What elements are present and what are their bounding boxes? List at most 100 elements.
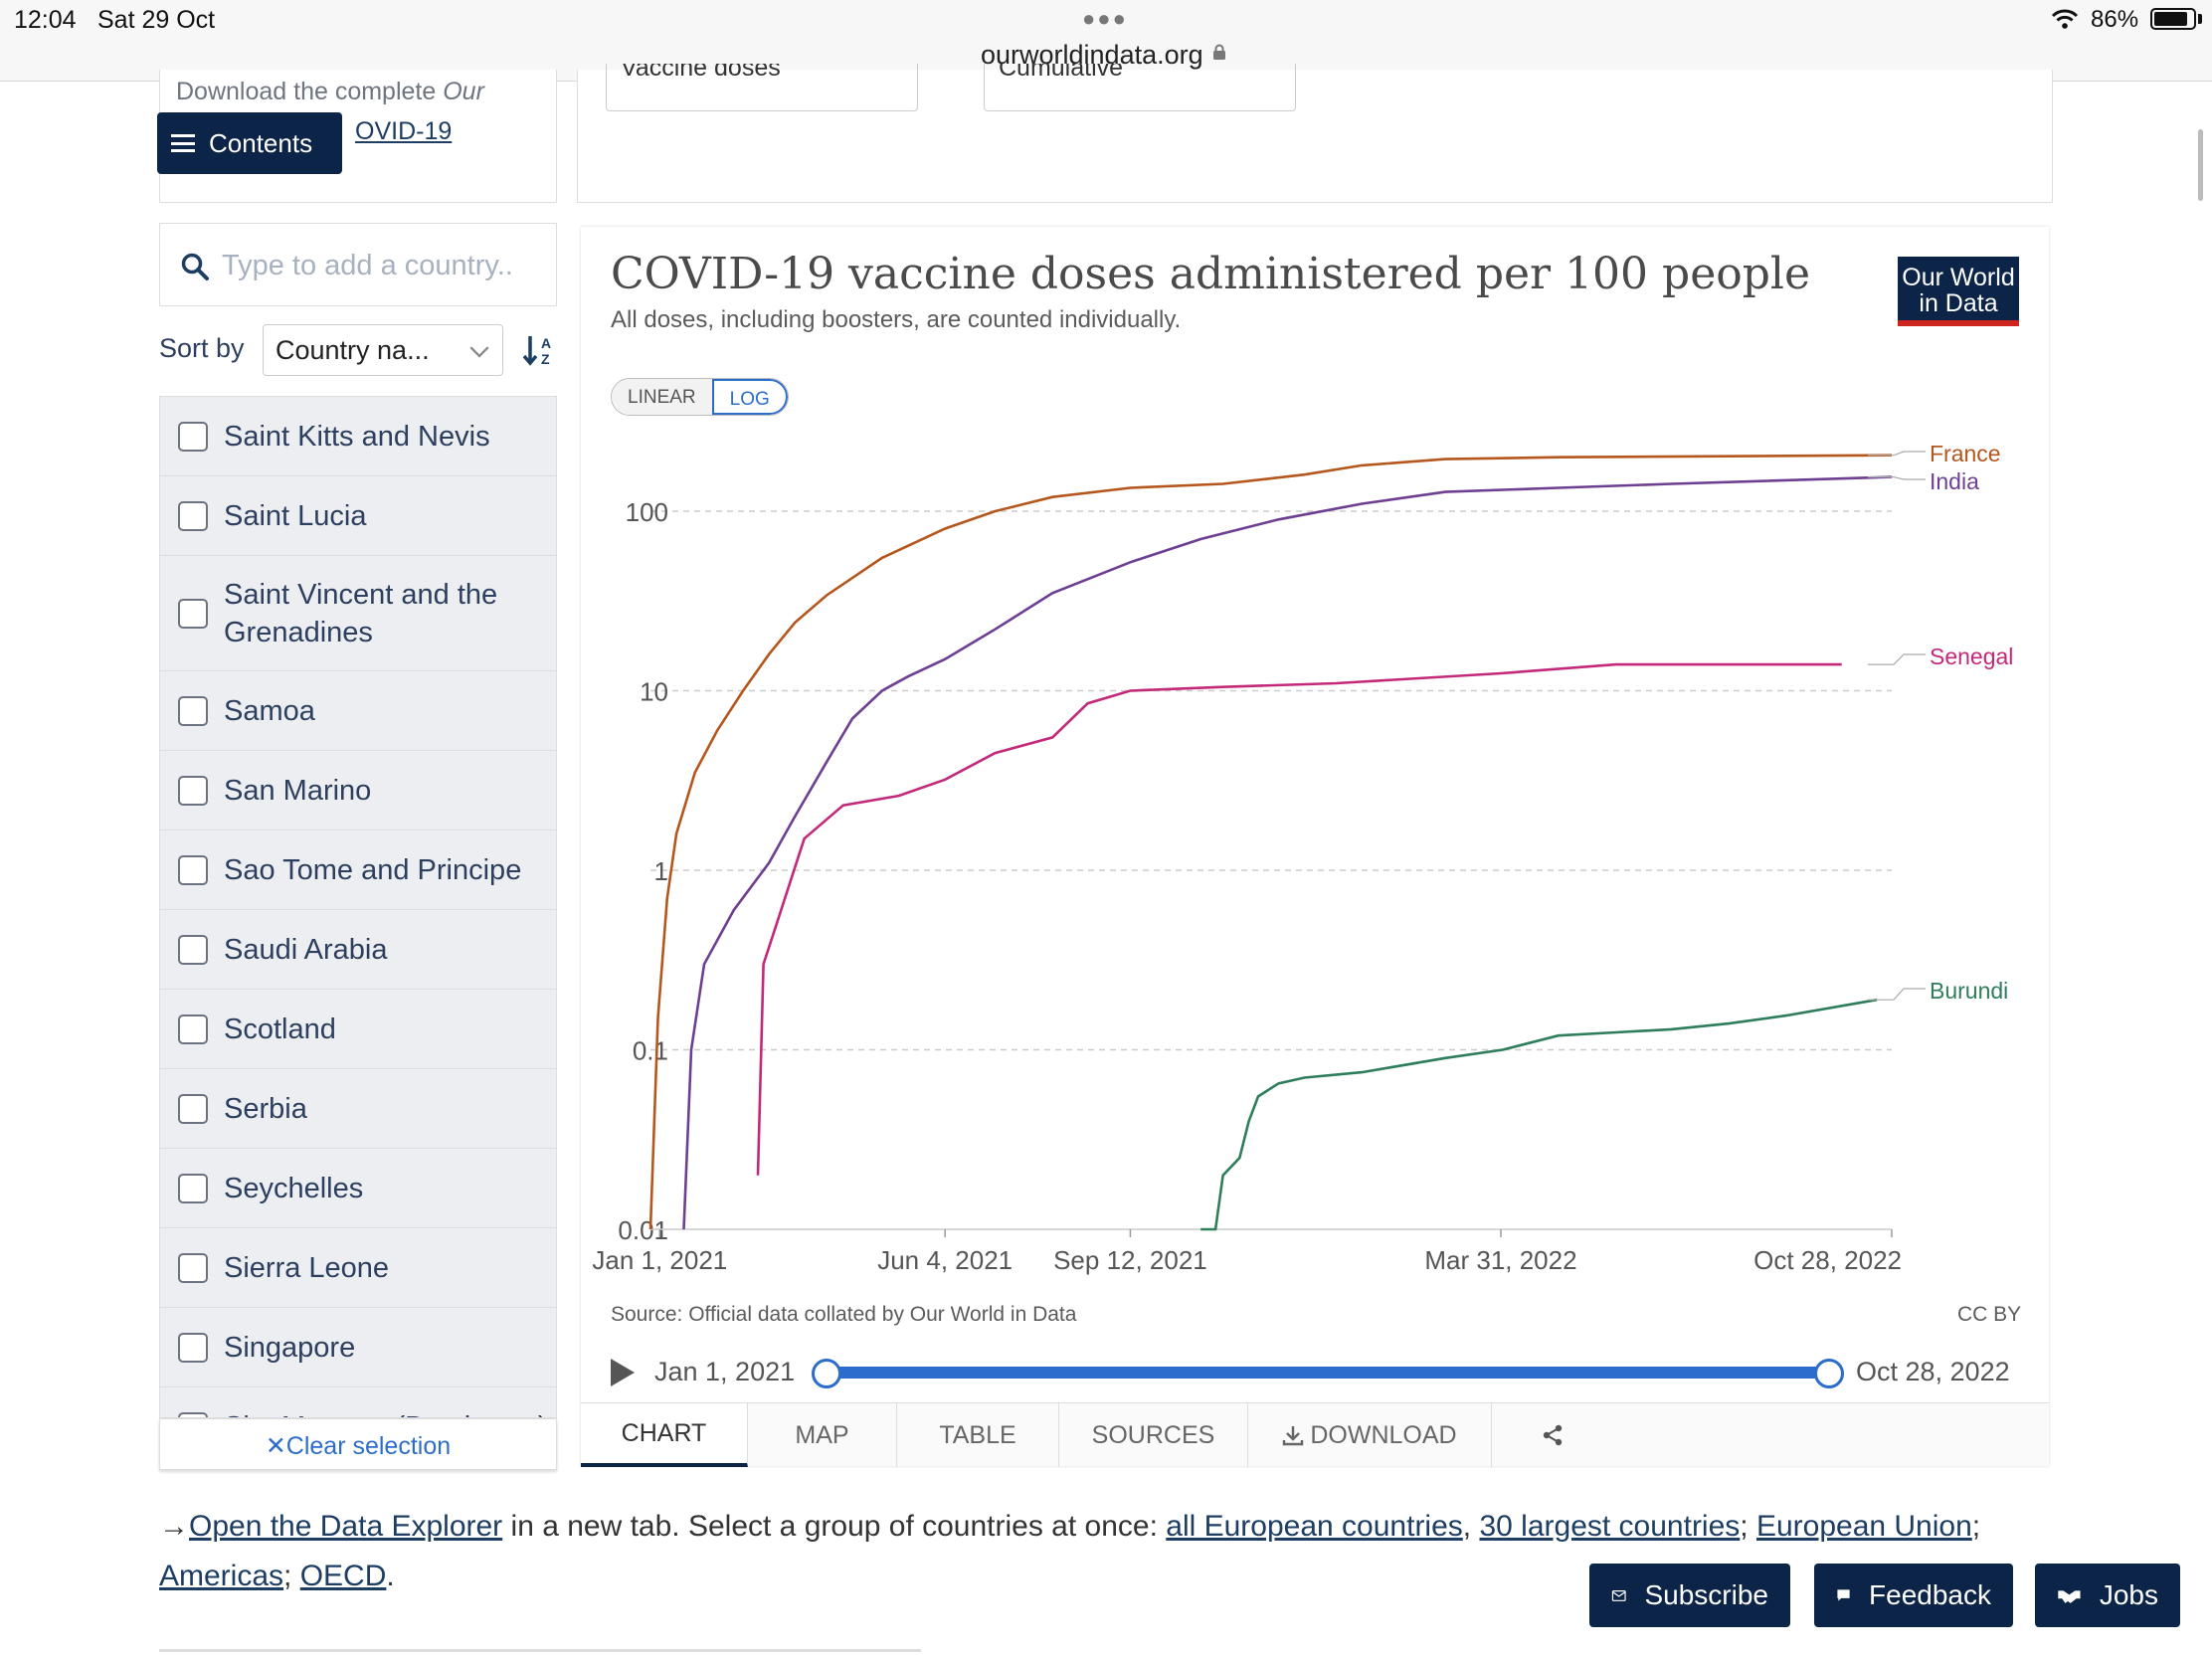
oecd-link[interactable]: OECD bbox=[299, 1560, 387, 1592]
timeline-start-label: Jan 1, 2021 bbox=[654, 1357, 796, 1386]
interval-dropdown[interactable]: Cumulative bbox=[984, 64, 1296, 111]
country-checkbox[interactable] bbox=[178, 421, 208, 452]
tab-table[interactable]: TABLE bbox=[897, 1403, 1059, 1467]
contents-button[interactable]: Contents bbox=[157, 112, 342, 174]
tab-table-label: TABLE bbox=[939, 1420, 1016, 1449]
country-list-item[interactable]: Samoa bbox=[160, 671, 556, 751]
battery-icon bbox=[2150, 8, 2196, 30]
country-label: Scotland bbox=[224, 1013, 336, 1045]
country-checkbox[interactable] bbox=[178, 1252, 208, 1283]
x-tick-label: Oct 28, 2022 bbox=[1753, 1245, 1902, 1275]
sort-label: Sort by bbox=[159, 333, 245, 363]
search-icon bbox=[181, 253, 209, 280]
battery-level bbox=[2154, 12, 2187, 26]
largest-countries-link[interactable]: 30 largest countries bbox=[1479, 1510, 1741, 1543]
country-list-item[interactable]: Seychelles bbox=[160, 1149, 556, 1228]
tab-sources[interactable]: SOURCES bbox=[1059, 1403, 1248, 1467]
scroll-indicator[interactable] bbox=[2198, 129, 2203, 201]
country-search-input[interactable] bbox=[222, 244, 550, 287]
country-list-item[interactable]: Serbia bbox=[160, 1069, 556, 1149]
svg-text:A: A bbox=[541, 335, 551, 351]
handshake-icon bbox=[2058, 1590, 2081, 1603]
share-button[interactable] bbox=[1492, 1403, 1613, 1467]
x-tick-label: Jun 4, 2021 bbox=[877, 1245, 1013, 1275]
sort-direction-icon[interactable]: A Z bbox=[521, 332, 557, 368]
series-leader-line bbox=[1868, 476, 1926, 480]
country-checkbox[interactable] bbox=[178, 854, 208, 885]
country-list[interactable]: Saint Kitts and Nevis Saint Lucia Saint Vi… bbox=[159, 396, 557, 1418]
series-label-france: France bbox=[1930, 441, 2001, 466]
interval-dropdown-value: Cumulative bbox=[999, 64, 1124, 82]
chart-plot: 0.01 0.1 1 10 100 Jan 1, 2021 Jun 4, 2021 Sep 1… bbox=[592, 441, 2013, 1275]
status-date: Sat 29 Oct bbox=[97, 6, 216, 34]
tab-download-label: DOWNLOAD bbox=[1310, 1420, 1457, 1449]
country-list-item[interactable]: San Marino bbox=[160, 751, 556, 830]
country-checkbox[interactable] bbox=[178, 500, 208, 531]
explorer-controls-panel: Vaccine doses Cumulative bbox=[577, 64, 2053, 203]
country-list-item[interactable]: Saudi Arabia bbox=[160, 910, 556, 990]
country-list-item[interactable]: Saint Kitts and Nevis bbox=[160, 397, 556, 476]
country-checkbox[interactable] bbox=[178, 1014, 208, 1044]
country-list-item[interactable]: Sierra Leone bbox=[160, 1228, 556, 1308]
timeline-end-handle[interactable] bbox=[1814, 1359, 1844, 1388]
jobs-button[interactable]: Jobs bbox=[2035, 1564, 2180, 1627]
subscribe-button[interactable]: Subscribe bbox=[1589, 1564, 1790, 1627]
contents-label: Contents bbox=[209, 127, 313, 158]
timeline-track[interactable] bbox=[826, 1367, 1828, 1379]
owid-logo[interactable]: Our World in Data bbox=[1898, 257, 2019, 326]
more-dots-icon[interactable]: ●●● bbox=[1082, 6, 1128, 31]
series-label-india: India bbox=[1930, 468, 1979, 494]
explorer-text: in a new tab. Select a group of countrie… bbox=[502, 1510, 1167, 1543]
country-checkbox[interactable] bbox=[178, 1332, 208, 1363]
country-list-item[interactable]: Sint Maarten (Dutch part) bbox=[160, 1387, 556, 1418]
metric-dropdown[interactable]: Vaccine doses bbox=[606, 64, 918, 111]
jobs-label: Jobs bbox=[2099, 1579, 2158, 1610]
tab-map[interactable]: MAP bbox=[748, 1403, 897, 1467]
country-list-item[interactable]: Singapore bbox=[160, 1308, 556, 1387]
sort-dropdown[interactable]: Country na... bbox=[263, 324, 503, 376]
country-list-item[interactable]: Saint Lucia bbox=[160, 476, 556, 556]
country-label: Sierra Leone bbox=[224, 1251, 390, 1284]
feedback-button[interactable]: Feedback bbox=[1814, 1564, 2013, 1627]
country-checkbox[interactable] bbox=[178, 1093, 208, 1124]
country-list-item[interactable]: Scotland bbox=[160, 990, 556, 1069]
americas-link[interactable]: Americas bbox=[159, 1560, 284, 1592]
country-label: Saint Lucia bbox=[224, 499, 367, 532]
country-label: Sint Maarten (Dutch part) bbox=[224, 1408, 548, 1418]
log-scale-button[interactable]: LOG bbox=[711, 379, 788, 415]
european-union-link[interactable]: European Union bbox=[1755, 1510, 1972, 1543]
country-label: Samoa bbox=[224, 694, 315, 727]
address-bar[interactable]: ourworldindata.org bbox=[981, 40, 1203, 70]
divider bbox=[159, 1649, 921, 1652]
country-label: Serbia bbox=[224, 1092, 307, 1125]
envelope-icon bbox=[1611, 1590, 1626, 1601]
country-checkbox[interactable] bbox=[178, 695, 208, 726]
clear-selection-button[interactable]: ✕Clear selection bbox=[159, 1418, 557, 1470]
country-checkbox[interactable] bbox=[178, 1173, 208, 1203]
european-countries-link[interactable]: all European countries bbox=[1166, 1510, 1463, 1543]
license-link[interactable]: CC BY bbox=[1957, 1303, 2022, 1326]
series-label-senegal: Senegal bbox=[1930, 644, 2013, 669]
sort-dropdown-value: Country na... bbox=[276, 335, 430, 365]
country-list-item[interactable]: Sao Tome and Principe bbox=[160, 830, 556, 910]
tab-chart[interactable]: CHART bbox=[581, 1403, 748, 1467]
country-label: Sao Tome and Principe bbox=[224, 853, 522, 886]
y-tick-label: 100 bbox=[626, 497, 668, 527]
country-checkbox[interactable] bbox=[178, 1411, 208, 1417]
timeline-start-handle[interactable] bbox=[812, 1359, 841, 1388]
open-explorer-link[interactable]: Open the Data Explorer bbox=[189, 1510, 503, 1543]
play-icon[interactable] bbox=[611, 1359, 635, 1386]
country-list-item[interactable]: Saint Vincent and the Grenadines bbox=[160, 556, 556, 671]
chart-source[interactable]: Source: Official data collated by Our Wo… bbox=[611, 1303, 1077, 1326]
svg-text:Z: Z bbox=[541, 351, 550, 367]
country-checkbox[interactable] bbox=[178, 775, 208, 806]
linear-scale-button[interactable]: LINEAR bbox=[612, 379, 712, 415]
dataset-link[interactable]: OVID-19 bbox=[355, 117, 453, 145]
timeline-end-label: Oct 28, 2022 bbox=[1856, 1357, 2010, 1386]
country-checkbox[interactable] bbox=[178, 934, 208, 965]
tab-download[interactable]: DOWNLOAD bbox=[1248, 1403, 1492, 1467]
country-checkbox[interactable] bbox=[178, 598, 208, 629]
series-line-india bbox=[682, 475, 1893, 1230]
tab-map-label: MAP bbox=[795, 1420, 849, 1449]
status-bar: 12:04 Sat 29 Oct ●●● ourworldindata.org … bbox=[0, 0, 2212, 82]
